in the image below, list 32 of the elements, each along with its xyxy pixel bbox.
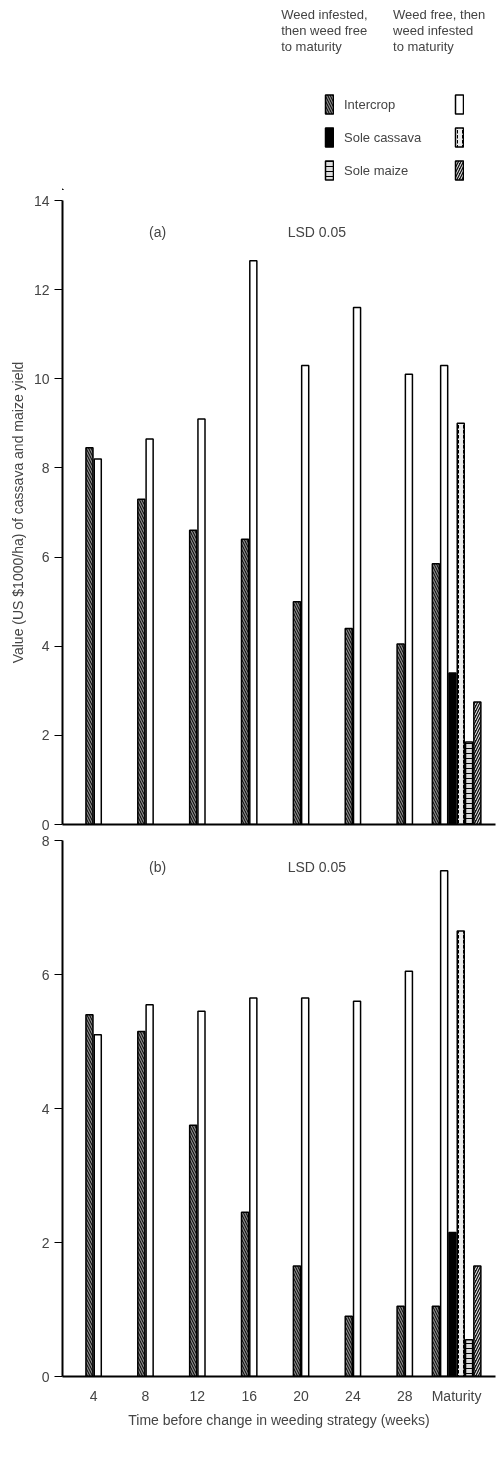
annotation: LSD 0.05 (287, 859, 347, 876)
x-tick-label: 8 (141, 1387, 150, 1404)
x-tick-label: 24 (345, 1387, 361, 1404)
y-tick-label: 4 (41, 1100, 50, 1117)
x-tick-label: 16 (241, 1387, 258, 1404)
annotation: (b) (149, 859, 167, 876)
y-tick-label: 2 (41, 727, 50, 744)
legend-label: Sole cassava (344, 129, 422, 145)
y-tick-label: 4 (41, 638, 50, 655)
y-tick-label: 6 (41, 549, 50, 566)
y-tick-label: 14 (33, 192, 50, 209)
x-tick-label: Maturity (431, 1387, 482, 1404)
legend-label: Sole maize (344, 162, 409, 178)
y-tick-label: 2 (41, 1234, 50, 1251)
x-tick-label: 12 (189, 1387, 206, 1404)
y-tick-label: 0 (41, 816, 50, 833)
y-axis-title: Value (US $1000/ha) of cassava and maize yield (9, 361, 26, 664)
y-tick-label: 8 (41, 459, 50, 476)
y-tick-label: 0 (41, 1368, 50, 1385)
annotation: (a) (149, 223, 167, 240)
annotation: LSD 0.05 (287, 223, 347, 240)
y-tick-label: 6 (41, 966, 50, 983)
y-tick-label: 10 (33, 370, 50, 387)
y-tick-label: 8 (41, 832, 50, 849)
x-tick-label: 4 (89, 1387, 98, 1404)
x-tick-label: 20 (293, 1387, 310, 1404)
legend-label: Intercrop (344, 96, 396, 112)
y-tick-label: 12 (33, 281, 50, 298)
x-tick-label: 28 (396, 1387, 413, 1404)
x-axis-title: Time before change in weeding strategy (weeks) (128, 1411, 430, 1428)
text: Weed free, then weed infested to maturity (392, 6, 486, 54)
text: Weed infested, then weed free to maturity (281, 6, 368, 54)
